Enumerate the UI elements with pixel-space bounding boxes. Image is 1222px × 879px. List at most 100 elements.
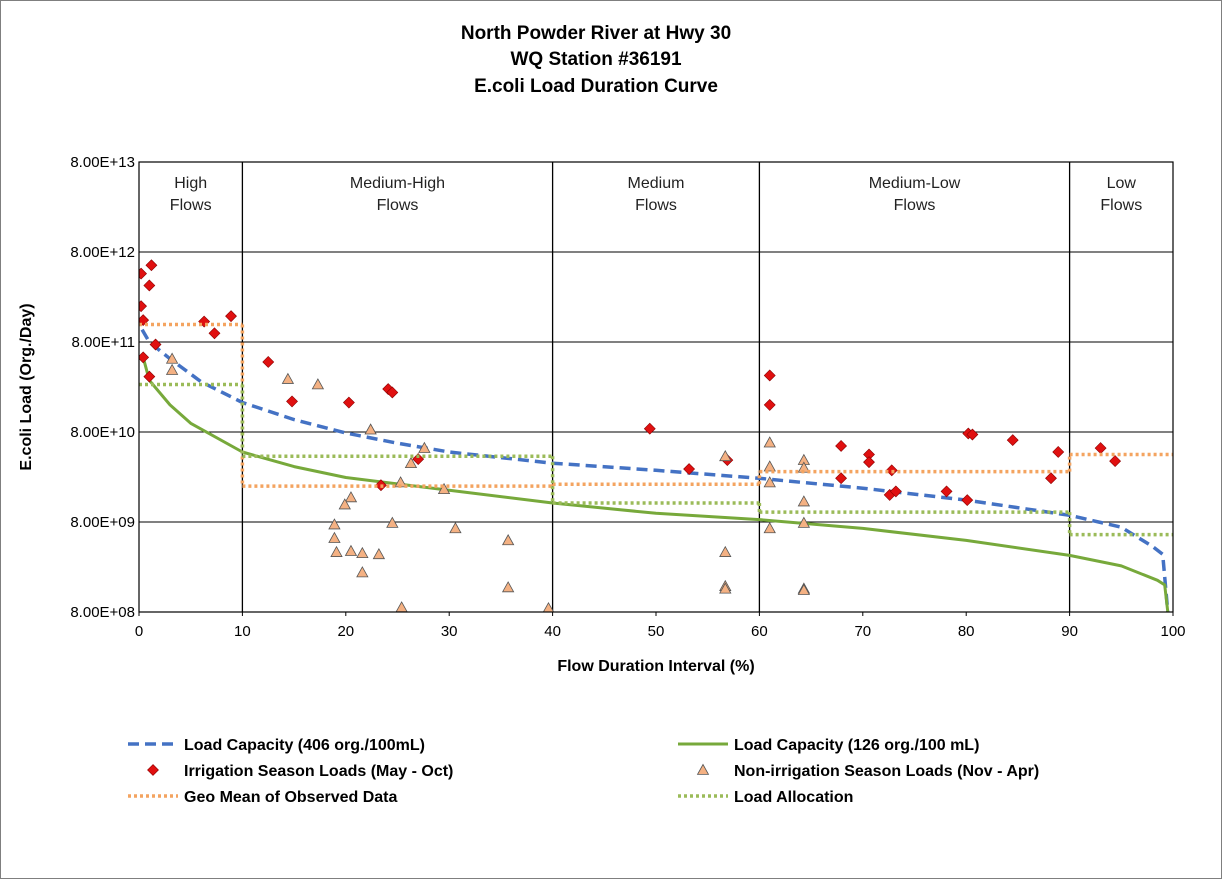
title-line-1: North Powder River at Hwy 30	[461, 23, 731, 44]
non-irrigation-point	[344, 544, 358, 556]
irrigation-point	[225, 310, 237, 323]
region-label: Flows	[1100, 197, 1142, 214]
non-irrigation-point	[449, 522, 462, 534]
non-irrigation-point	[356, 566, 369, 578]
region-label: High	[174, 175, 207, 192]
y-axis-title: E.coli Load (Org./Day)	[18, 303, 35, 470]
x-tick-label: 20	[337, 623, 354, 640]
legend-label: Load Capacity (126 org./100 mL)	[734, 737, 979, 754]
irrigation-point	[145, 259, 158, 272]
x-tick-label: 80	[958, 623, 975, 640]
irrigation-point	[835, 440, 848, 452]
x-tick-label: 90	[1061, 623, 1078, 640]
irrigation-point	[940, 485, 953, 498]
irrigation-point	[683, 463, 696, 475]
irrigation-point	[835, 472, 848, 485]
non-irrigation-point	[395, 601, 408, 612]
x-axis-title: Flow Duration Interval (%)	[557, 658, 754, 675]
non-irrigation-point	[542, 601, 555, 612]
irrigation-point	[286, 395, 298, 408]
non-irrigation-point	[311, 378, 325, 390]
irrigation-point	[1094, 442, 1107, 455]
legend: Load Capacity (406 org./100mL) Load Capac…	[128, 737, 1039, 806]
legend-label: Geo Mean of Observed Data	[184, 789, 397, 806]
irrigation-point	[208, 327, 221, 340]
y-tick-label: 8.00E+13	[70, 154, 135, 171]
non-irrigation-point	[501, 581, 515, 593]
non-irrigation-point	[719, 449, 732, 462]
y-tick-label: 8.00E+10	[70, 424, 135, 441]
non-irrigation-point	[719, 545, 732, 557]
non-irrigation-point	[404, 456, 418, 469]
x-tick-label: 100	[1160, 623, 1185, 640]
irrigation-point	[1109, 455, 1122, 468]
series-line	[140, 352, 1170, 612]
region-label: Flows	[170, 197, 212, 214]
x-tick-label: 30	[441, 623, 458, 640]
non-irrigation-point	[364, 423, 377, 435]
non-irrigation-point	[344, 491, 358, 503]
non-irrigation-point	[763, 476, 776, 488]
x-tick-label: 70	[854, 623, 871, 640]
non-irrigation-point	[797, 516, 811, 528]
irrigation-point	[143, 370, 156, 383]
irrigation-point	[1045, 472, 1057, 485]
non-irrigation-point	[719, 582, 732, 594]
region-label: Low	[1107, 175, 1137, 192]
irrigation-point	[863, 456, 875, 469]
irrigation-point	[262, 356, 275, 368]
title-line-2: WQ Station #36191	[510, 49, 681, 70]
non-irrigation-point	[418, 441, 431, 453]
chart-title: North Powder River at Hwy 30 WQ Station …	[461, 23, 731, 97]
irrigation-point	[763, 369, 776, 382]
region-label: Flows	[894, 197, 936, 214]
x-tick-label: 10	[234, 623, 251, 640]
plot-area-border	[138, 161, 1174, 613]
non-irrigation-point	[797, 583, 811, 595]
series-layer	[139, 259, 1173, 612]
legend-swatch	[696, 763, 710, 775]
irrigation-point	[763, 398, 776, 411]
non-irrigation-point	[328, 531, 341, 543]
title-line-3: E.coli Load Duration Curve	[474, 76, 718, 97]
gridlines	[139, 161, 1173, 613]
x-tick-label: 40	[544, 623, 561, 640]
non-irrigation-point	[501, 534, 515, 546]
non-irrigation-point	[437, 482, 451, 495]
non-irrigation-point	[356, 546, 369, 559]
non-irrigation-point	[372, 547, 386, 560]
irrigation-point	[1052, 446, 1065, 458]
legend-label: Load Capacity (406 org./100mL)	[184, 737, 425, 754]
region-label: Flows	[377, 197, 419, 214]
irrigation-point	[1006, 434, 1019, 447]
region-label: Medium-High	[350, 175, 445, 192]
non-irrigation-point	[386, 516, 399, 528]
region-label: Medium	[628, 175, 685, 192]
non-irrigation-point	[328, 518, 341, 530]
non-irrigation-point	[763, 460, 776, 472]
axes: 8.00E+08 8.00E+09 8.00E+10 8.00E+11 8.00E+12…	[70, 154, 1185, 640]
y-tick-label: 8.00E+08	[70, 604, 135, 621]
legend-label: Load Allocation	[734, 789, 853, 806]
non-irrigation-point	[281, 372, 295, 384]
irrigation-point	[412, 453, 425, 466]
non-irrigation-point	[165, 352, 179, 364]
non-irrigation-point	[797, 495, 811, 507]
x-tick-label: 0	[135, 623, 143, 640]
non-irrigation-point	[165, 363, 179, 375]
region-label: Medium-Low	[869, 175, 961, 192]
non-irrigation-point	[330, 545, 343, 557]
y-tick-label: 8.00E+12	[70, 244, 135, 261]
irrigation-point	[961, 494, 974, 507]
irrigation-point	[386, 386, 399, 399]
irrigation-point	[149, 338, 162, 351]
legend-swatch	[147, 764, 159, 776]
irrigation-point	[643, 422, 656, 435]
irrigation-point	[143, 279, 156, 292]
irrigation-point	[889, 485, 902, 498]
irrigation-point	[139, 267, 147, 280]
irrigation-point	[139, 300, 147, 313]
x-tick-label: 50	[648, 623, 665, 640]
